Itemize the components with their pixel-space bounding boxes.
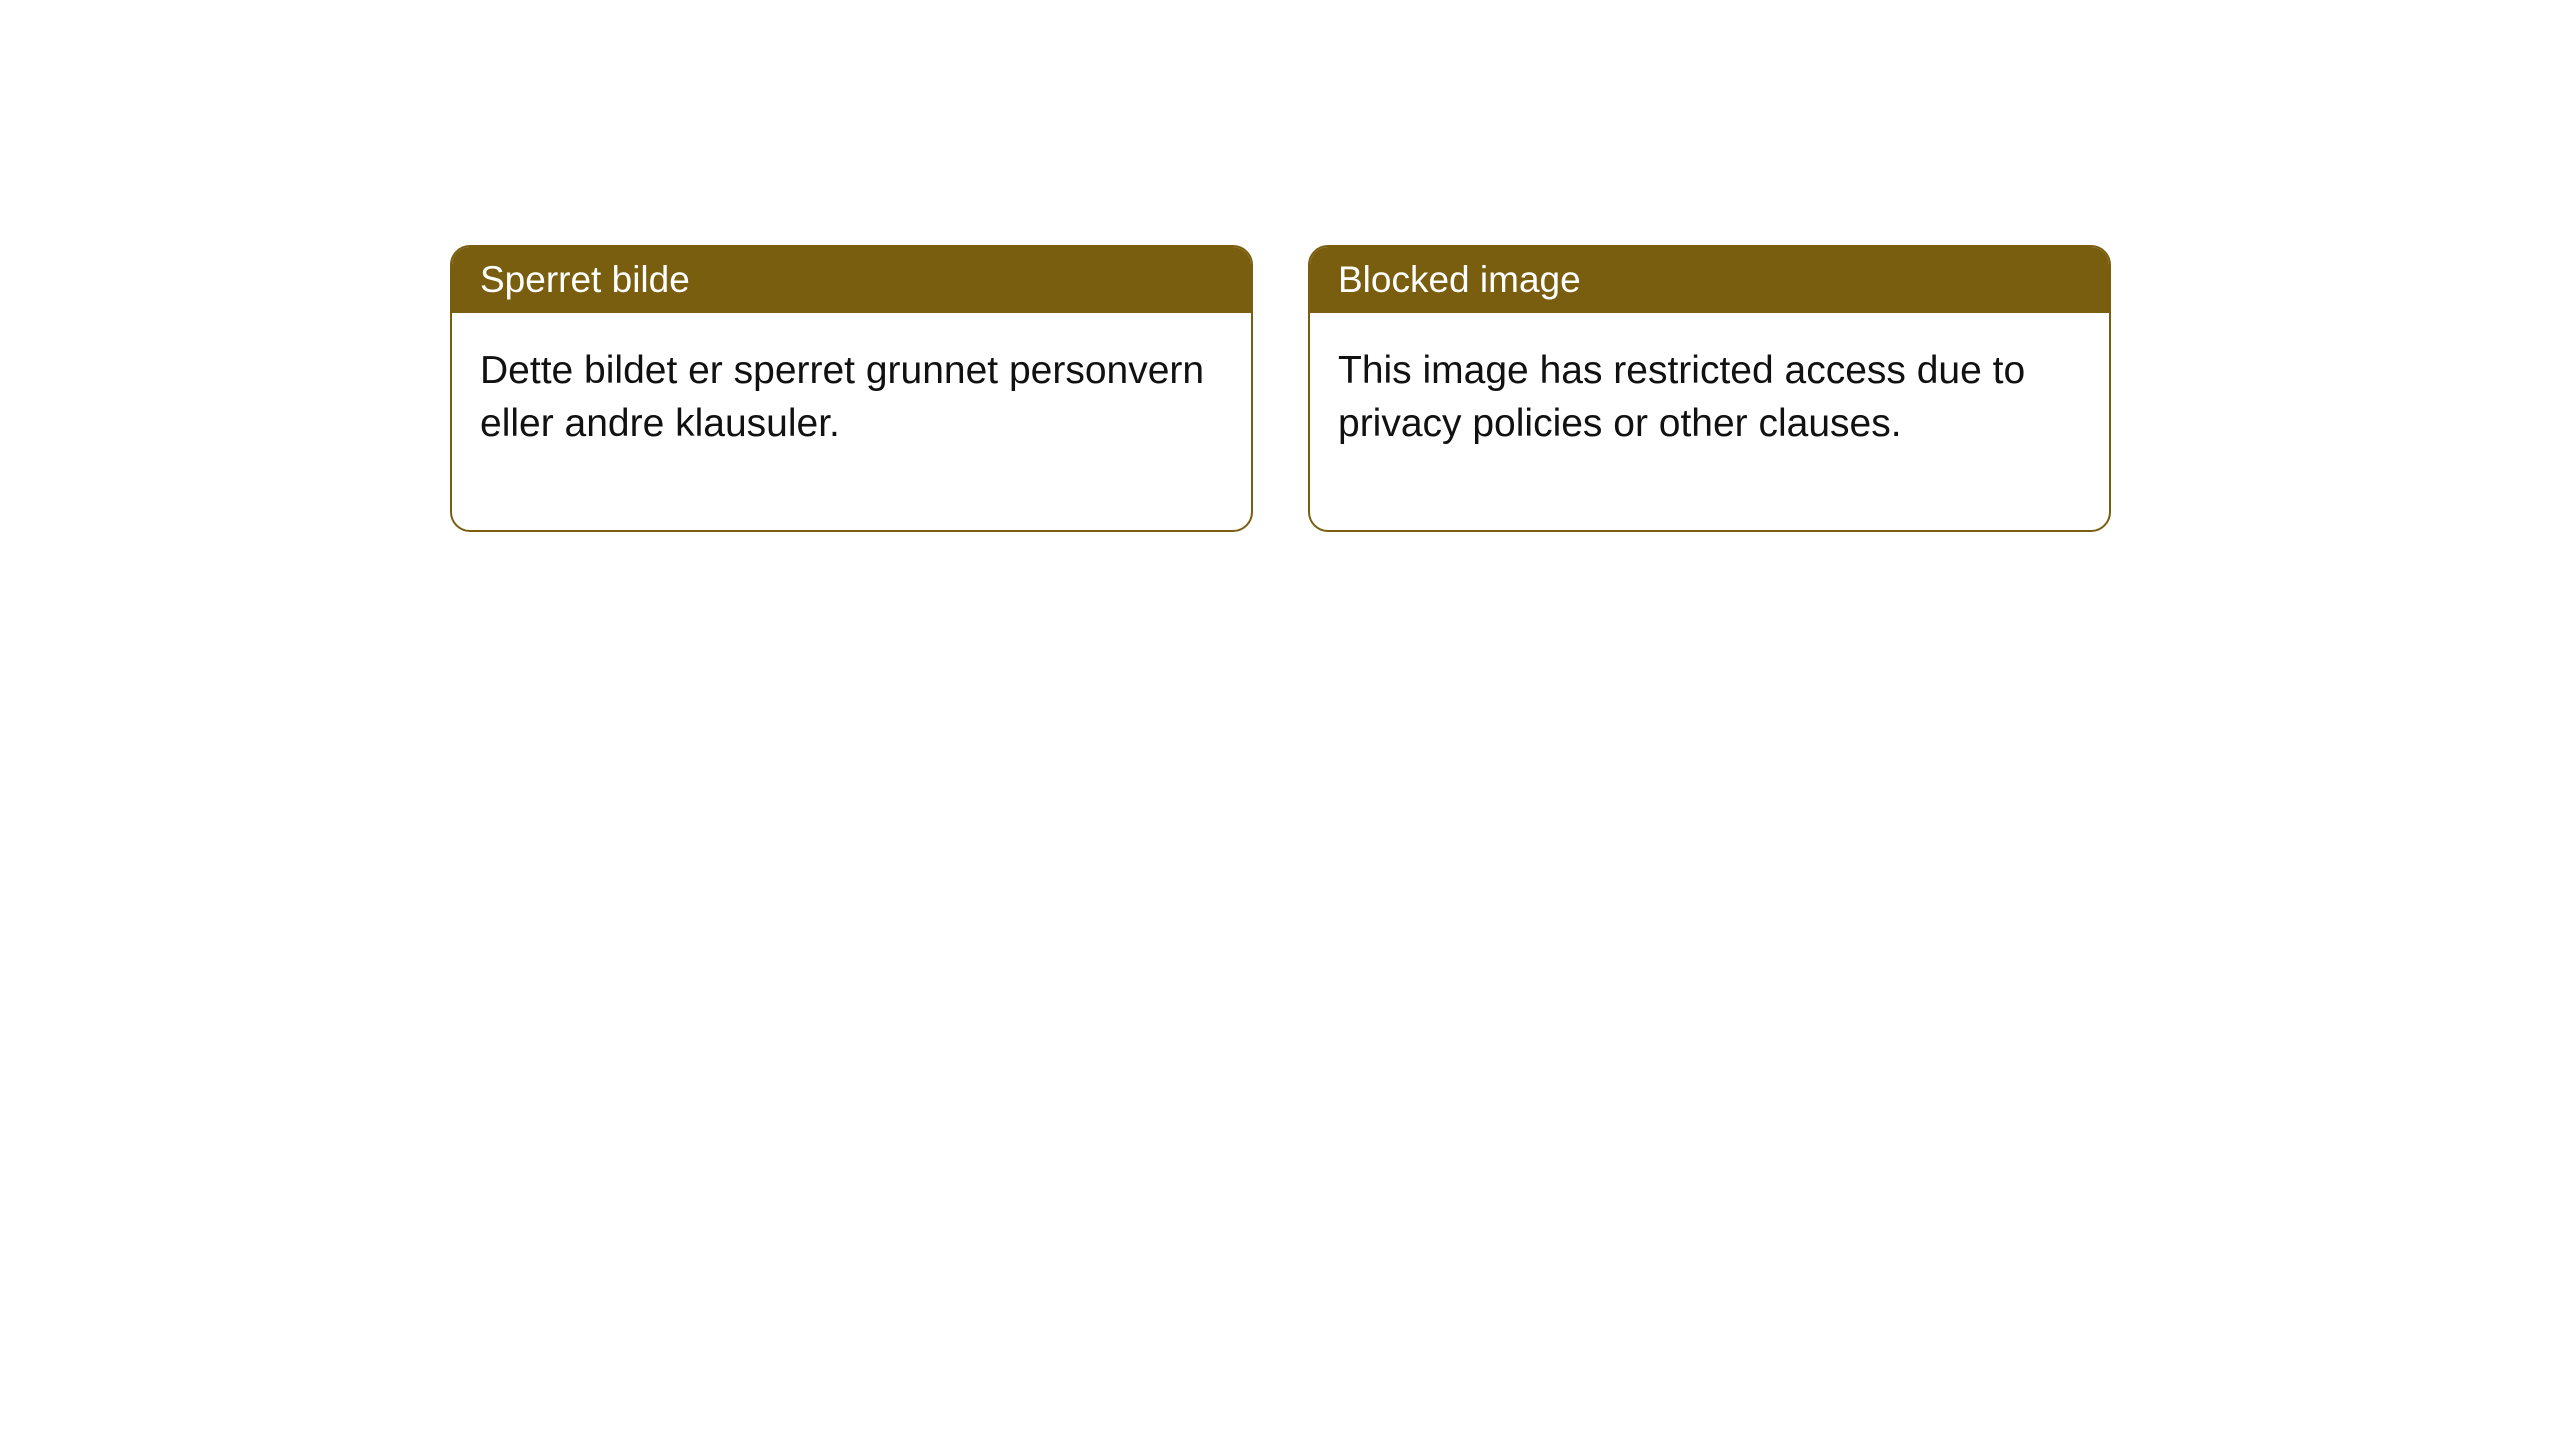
card-body-norwegian: Dette bildet er sperret grunnet personve… <box>452 313 1251 530</box>
card-title: Blocked image <box>1338 259 1581 300</box>
card-body-english: This image has restricted access due to … <box>1310 313 2109 530</box>
card-message: Dette bildet er sperret grunnet personve… <box>480 349 1204 445</box>
card-english: Blocked image This image has restricted … <box>1308 245 2111 532</box>
card-header-norwegian: Sperret bilde <box>452 247 1251 313</box>
card-message: This image has restricted access due to … <box>1338 349 2025 445</box>
card-norwegian: Sperret bilde Dette bildet er sperret gr… <box>450 245 1253 532</box>
cards-container: Sperret bilde Dette bildet er sperret gr… <box>0 245 2560 532</box>
card-title: Sperret bilde <box>480 259 690 300</box>
card-header-english: Blocked image <box>1310 247 2109 313</box>
